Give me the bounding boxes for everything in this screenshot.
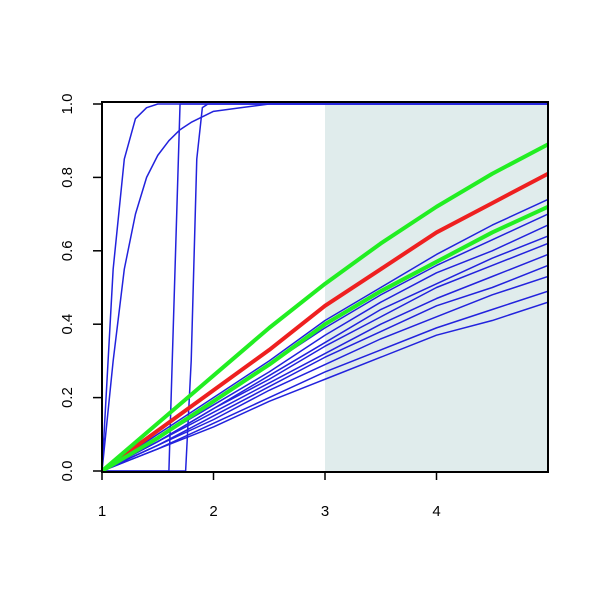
- x-tick-label: 4: [432, 503, 440, 520]
- y-tick-label: 0.0: [59, 461, 76, 482]
- series-line: [102, 103, 548, 472]
- series-line: [102, 204, 548, 472]
- x-tick-label: 2: [209, 503, 217, 520]
- axes-layer: 1 2 3 4 0.0 0.2 0.4 0.6 0.8 1.0: [59, 94, 549, 520]
- y-tick-label: 1.0: [59, 94, 76, 115]
- x-tick-label: 1: [98, 503, 106, 520]
- series-line: [102, 253, 548, 472]
- series-line: [102, 264, 548, 472]
- series-line: [102, 290, 548, 472]
- y-tick-label: 0.6: [59, 240, 76, 261]
- series-line: [102, 301, 548, 472]
- series-line: [102, 142, 548, 472]
- x-tick-label: 3: [321, 503, 329, 520]
- y-tick-label: 0.8: [59, 167, 76, 188]
- series-line: [102, 242, 548, 472]
- series-line: [102, 198, 548, 472]
- y-tick-label: 0.2: [59, 387, 76, 408]
- series-line: [102, 275, 548, 472]
- series-line: [102, 171, 548, 472]
- y-tick-label: 0.4: [59, 314, 76, 335]
- series-line: [102, 103, 548, 472]
